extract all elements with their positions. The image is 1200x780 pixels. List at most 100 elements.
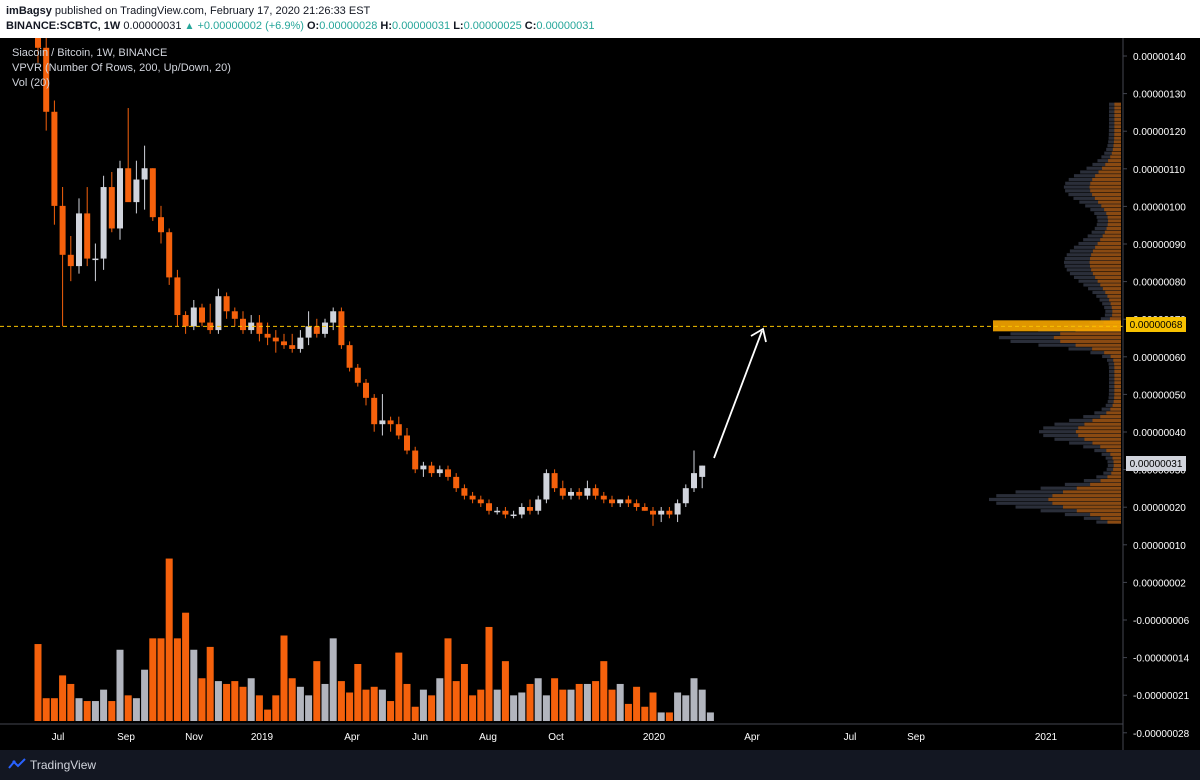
candle xyxy=(617,499,624,507)
candle xyxy=(387,416,394,432)
volume-bar xyxy=(280,635,288,721)
low-label: L: xyxy=(453,20,464,32)
vpvr-row-up xyxy=(1092,177,1121,182)
candle xyxy=(133,160,140,214)
volume-bar xyxy=(247,678,255,721)
vpvr-row-up xyxy=(1102,287,1121,291)
candle xyxy=(272,330,279,353)
vpvr-row-up xyxy=(1092,272,1121,276)
vpvr-row-up xyxy=(1113,467,1121,471)
vpvr-row-up xyxy=(1110,452,1121,456)
vpvr-row-up xyxy=(1048,497,1121,502)
candle xyxy=(149,168,156,221)
vpvr-row-up xyxy=(1114,102,1121,106)
legend-title: Siacoin / Bitcoin, 1W, BINANCE xyxy=(12,47,168,59)
up-triangle-icon: ▲ xyxy=(184,21,195,32)
vpvr-row-up xyxy=(1114,381,1121,385)
candle xyxy=(543,469,550,504)
price-chart[interactable]: 0.00000140 0.00000130 0.00000120 0.00000110… xyxy=(0,38,1200,750)
vpvr-row-up xyxy=(1109,298,1121,302)
candle xyxy=(412,446,419,474)
vpvr-row-up xyxy=(1114,396,1121,400)
candle xyxy=(289,333,296,353)
price-tick-label: 0.00000010 xyxy=(1133,541,1186,552)
projection-arrow xyxy=(713,327,767,459)
publish-line: imBagsy published on TradingView.com, Fe… xyxy=(6,5,370,17)
volume-bar xyxy=(395,652,403,721)
vpvr-row-up xyxy=(1108,219,1121,223)
vpvr-row-up xyxy=(1089,260,1121,264)
candle xyxy=(297,330,304,353)
candle xyxy=(469,491,476,504)
volume-bar xyxy=(231,681,239,721)
vpvr-row-up xyxy=(1060,332,1121,336)
volume-bar xyxy=(67,683,75,721)
vpvr-row-up xyxy=(1114,392,1121,396)
vpvr-row-up xyxy=(1091,268,1121,272)
vpvr-row-up xyxy=(1113,140,1121,144)
candle xyxy=(428,461,435,477)
vpvr-row-up xyxy=(1114,377,1121,381)
vpvr-row-up xyxy=(1089,185,1121,189)
volume-bar xyxy=(600,661,608,721)
volume-bar xyxy=(149,638,157,721)
candle xyxy=(395,416,402,440)
volume-bar xyxy=(313,661,321,721)
low-value: 0.00000025 xyxy=(463,20,522,32)
candle xyxy=(592,484,599,500)
price-tick-label: 0.00000060 xyxy=(1133,353,1186,364)
candle xyxy=(322,318,328,338)
price-tick-label: 0.00000120 xyxy=(1133,127,1186,138)
candle xyxy=(117,160,123,240)
volume-bar xyxy=(460,664,468,721)
candle xyxy=(125,108,132,203)
vpvr-row-up xyxy=(1114,366,1121,370)
volume-bar xyxy=(83,701,91,721)
candle xyxy=(174,269,181,327)
volume-bar xyxy=(239,686,247,721)
time-tick-label: Sep xyxy=(117,732,135,743)
volume-bar xyxy=(370,686,378,721)
vpvr-row-up xyxy=(1114,388,1121,392)
legend-vol[interactable]: Vol (20) xyxy=(12,77,50,89)
volume-bar xyxy=(157,638,165,721)
candle xyxy=(674,499,681,523)
vpvr-row-up xyxy=(1075,430,1121,434)
vpvr-row-up xyxy=(1106,211,1121,216)
volume-bar xyxy=(305,695,313,721)
time-tick-label: Apr xyxy=(344,732,360,743)
candle xyxy=(59,187,66,327)
volume-bar xyxy=(132,698,140,721)
volume-bar xyxy=(485,626,493,721)
candle xyxy=(691,450,697,492)
time-axis[interactable]: Jul Sep Nov 2019 Apr Jun Aug Oct 2020 Apr Jul Sep 20… xyxy=(52,732,1058,743)
tradingview-brand[interactable]: TradingView xyxy=(30,758,97,772)
volume-bar xyxy=(608,689,616,721)
time-tick-label: Nov xyxy=(185,732,203,743)
candle xyxy=(43,38,50,131)
candle xyxy=(76,198,82,274)
candle xyxy=(51,100,58,225)
candle xyxy=(223,292,230,319)
vpvr-row-up xyxy=(1101,204,1121,208)
vpvr-row-up xyxy=(1100,283,1121,287)
vpvr-row-up xyxy=(1076,486,1121,490)
volume-bar xyxy=(272,695,280,721)
time-tick-label: 2020 xyxy=(643,732,666,743)
vpvr-row-up xyxy=(1113,463,1121,468)
publisher-name[interactable]: imBagsy xyxy=(6,5,52,17)
volume-bar xyxy=(428,695,436,721)
vpvr-row-up xyxy=(1110,302,1121,306)
legend-vpvr[interactable]: VPVR (Number Of Rows, 200, Up/Down, 20) xyxy=(12,62,231,74)
volume-bar xyxy=(50,698,58,721)
vpvr-row-up xyxy=(1114,373,1121,377)
vpvr-row-up xyxy=(1100,238,1121,242)
vpvr-row-up xyxy=(1107,520,1121,524)
candle xyxy=(584,480,591,500)
volume-bar xyxy=(649,692,657,721)
vpvr-row-up xyxy=(1053,336,1121,340)
vpvr-row-up xyxy=(1105,162,1121,167)
vpvr-row-up xyxy=(1078,426,1121,430)
candle xyxy=(650,507,656,526)
volume-bar xyxy=(690,678,698,721)
